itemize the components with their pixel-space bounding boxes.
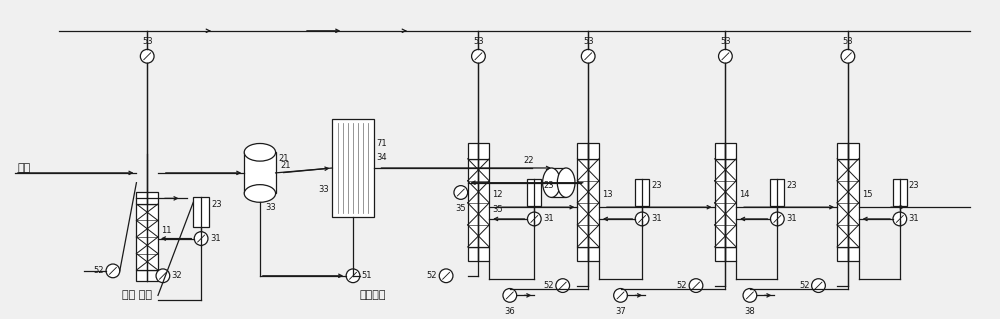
Bar	[577, 247, 599, 261]
Bar	[635, 179, 649, 206]
Text: 23: 23	[211, 200, 222, 209]
Circle shape	[614, 288, 627, 302]
Bar	[244, 152, 276, 193]
Text: 14: 14	[739, 189, 750, 198]
Bar	[715, 144, 736, 159]
Text: 23: 23	[543, 181, 554, 190]
Bar	[136, 192, 158, 204]
Bar	[715, 159, 736, 247]
Bar	[193, 197, 209, 227]
Ellipse shape	[244, 144, 276, 161]
Bar	[551, 168, 566, 197]
Circle shape	[841, 49, 855, 63]
Text: 52: 52	[799, 281, 810, 290]
Text: 71: 71	[377, 139, 387, 148]
Text: 23: 23	[909, 181, 919, 190]
Circle shape	[893, 212, 907, 226]
Bar	[837, 159, 859, 247]
Text: 33: 33	[319, 185, 329, 195]
Text: 22: 22	[523, 156, 534, 165]
Circle shape	[527, 212, 541, 226]
Circle shape	[812, 279, 825, 293]
Circle shape	[454, 186, 468, 199]
Text: 52: 52	[94, 266, 104, 275]
Text: 31: 31	[543, 214, 554, 223]
Circle shape	[770, 212, 784, 226]
Text: 15: 15	[862, 189, 872, 198]
Text: 21: 21	[280, 161, 291, 170]
Circle shape	[156, 269, 170, 283]
Text: 53: 53	[473, 37, 484, 47]
Circle shape	[439, 269, 453, 283]
Text: 31: 31	[651, 214, 662, 223]
Text: 52: 52	[427, 271, 437, 280]
Text: 53: 53	[843, 37, 853, 47]
Bar	[577, 159, 599, 247]
Bar	[770, 179, 784, 206]
Circle shape	[194, 232, 208, 245]
Bar	[468, 144, 489, 159]
Circle shape	[346, 269, 360, 283]
Bar	[136, 204, 158, 270]
Ellipse shape	[244, 185, 276, 202]
Circle shape	[556, 279, 570, 293]
Text: 23: 23	[651, 181, 662, 190]
Circle shape	[581, 49, 595, 63]
Text: 38: 38	[745, 307, 755, 316]
Text: 53: 53	[583, 37, 594, 47]
Bar	[837, 144, 859, 159]
Circle shape	[743, 288, 757, 302]
Text: 52: 52	[677, 281, 687, 290]
Circle shape	[689, 279, 703, 293]
Text: 34: 34	[377, 153, 387, 162]
Text: 11: 11	[161, 226, 171, 235]
Text: 新鲜 甲醇: 新鲜 甲醇	[122, 290, 152, 300]
Text: 53: 53	[720, 37, 731, 47]
Bar	[468, 247, 489, 261]
Bar	[577, 144, 599, 159]
Bar	[893, 179, 907, 206]
Text: 13: 13	[602, 189, 613, 198]
Text: 回收甲醇: 回收甲醇	[359, 290, 386, 300]
Bar	[332, 119, 374, 217]
Text: 35: 35	[455, 204, 466, 213]
Text: 31: 31	[909, 214, 919, 223]
Text: 21: 21	[279, 154, 289, 163]
Text: 35: 35	[492, 205, 503, 214]
Text: 53: 53	[142, 37, 153, 47]
Text: 51: 51	[362, 271, 372, 280]
Ellipse shape	[557, 168, 575, 197]
Circle shape	[719, 49, 732, 63]
Bar	[468, 159, 489, 247]
Circle shape	[635, 212, 649, 226]
Bar	[715, 247, 736, 261]
Text: 31: 31	[210, 234, 221, 243]
Text: 原料: 原料	[18, 163, 31, 173]
Bar	[837, 247, 859, 261]
Circle shape	[503, 288, 517, 302]
Bar	[527, 179, 541, 206]
Text: 23: 23	[786, 181, 797, 190]
Text: 32: 32	[172, 271, 182, 280]
Circle shape	[106, 264, 120, 278]
Circle shape	[140, 49, 154, 63]
Ellipse shape	[543, 168, 560, 197]
Bar	[136, 270, 158, 281]
Text: 33: 33	[265, 203, 276, 212]
Text: 37: 37	[615, 307, 626, 316]
Circle shape	[472, 49, 485, 63]
Text: 52: 52	[543, 281, 554, 290]
Text: 31: 31	[786, 214, 797, 223]
Text: 36: 36	[504, 307, 515, 316]
Text: 12: 12	[492, 189, 503, 198]
